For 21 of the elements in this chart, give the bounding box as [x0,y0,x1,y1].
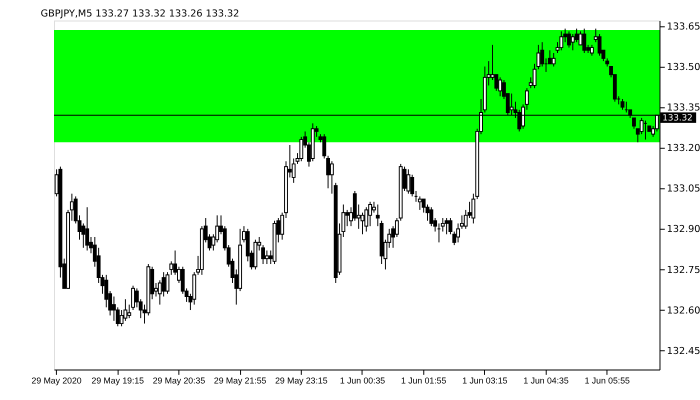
x-tick-label: 29 May 20:35 [152,376,206,386]
y-tick-label: 133.05 [666,184,700,195]
y-tick-label: 133.20 [666,143,700,154]
x-tick-label: 1 Jun 01:55 [401,376,446,386]
ref-line-label: 133.32 [662,114,693,124]
y-tick-label: 132.75 [666,264,700,276]
x-tick-label: 29 May 21:55 [214,376,267,386]
y-tick-label: 132.60 [666,305,700,316]
y-tick-label: 132.45 [666,346,700,357]
y-tick-label: 133.35 [666,102,700,114]
x-tick-label: 1 Jun 00:35 [340,376,386,386]
x-tick-label: 29 May 23:15 [275,376,328,386]
y-tick-label: 133.50 [666,62,700,73]
chart-title: GBPJPY,M5 133.27 133.32 133.26 133.32 [40,8,240,20]
x-tick-label: 29 May 19:15 [92,376,144,386]
y-tick-label: 133.65 [666,21,700,32]
x-tick-label: 1 Jun 05:55 [584,376,630,386]
x-tick-label: 29 May 2020 [32,376,82,386]
x-tick-label: 1 Jun 03:15 [462,376,508,386]
x-tick-label: 1 Jun 04:35 [523,376,569,386]
y-tick-label: 132.90 [666,224,700,236]
